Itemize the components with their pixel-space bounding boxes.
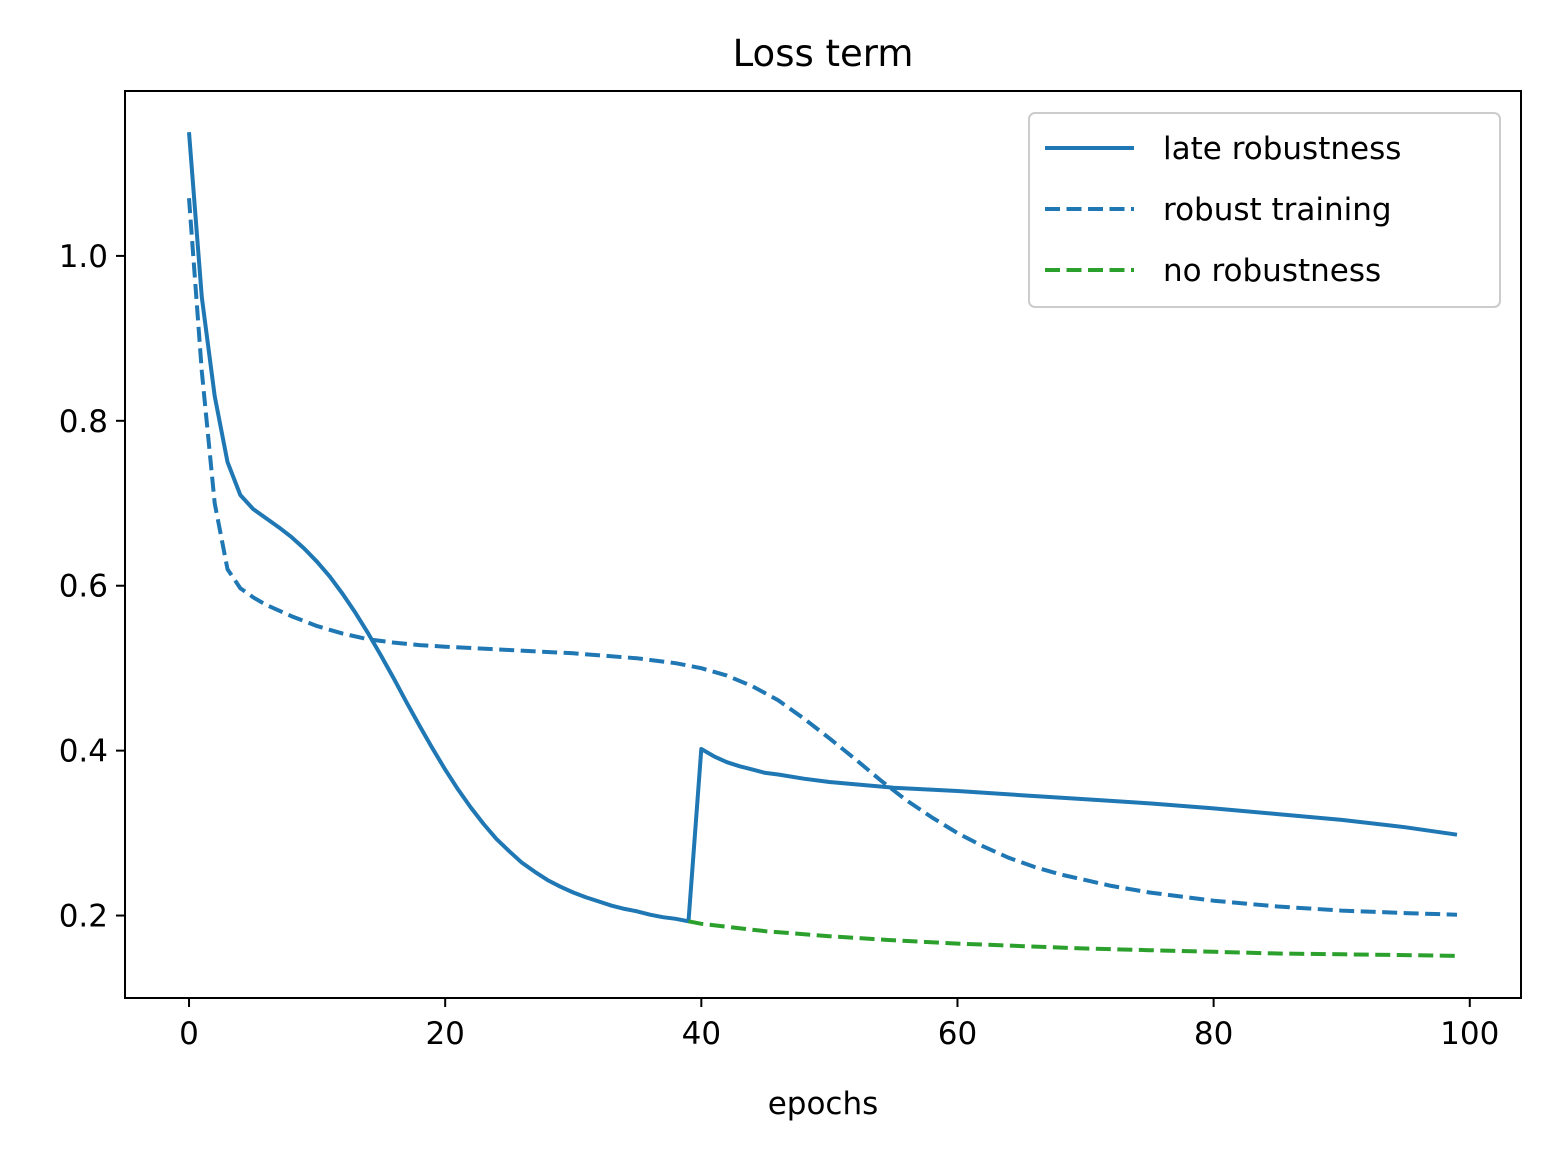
x-axis-label: epochs bbox=[768, 1086, 879, 1122]
y-tick-label: 0.6 bbox=[59, 569, 108, 605]
y-tick-label: 0.2 bbox=[59, 899, 108, 935]
axes-frame bbox=[124, 90, 1522, 999]
chart-title: Loss term bbox=[733, 32, 914, 75]
axis-ticks: 0 20 40 60 80 100 0.2 0.4 0.6 0.8 1.0 bbox=[59, 239, 1500, 1052]
series-line-robust-training bbox=[187, 198, 1458, 917]
y-tick-label: 0.8 bbox=[59, 404, 108, 440]
legend-box bbox=[1028, 112, 1501, 308]
y-tick-label: 0.4 bbox=[59, 734, 108, 770]
legend-label: no robustness bbox=[1163, 253, 1381, 289]
x-tick-label: 60 bbox=[938, 1016, 977, 1052]
series-line-no-robustness bbox=[688, 919, 1458, 958]
x-tick-label: 80 bbox=[1194, 1016, 1233, 1052]
plot-area bbox=[187, 132, 1458, 958]
legend-label: robust training bbox=[1163, 192, 1392, 228]
x-tick-label: 0 bbox=[179, 1016, 199, 1052]
y-tick-label: 1.0 bbox=[59, 239, 108, 275]
x-tick-label: 40 bbox=[682, 1016, 721, 1052]
series-line-late-robustness bbox=[187, 132, 1458, 924]
legend-label: late robustness bbox=[1163, 131, 1401, 167]
legend: late robustness robust training no robustn… bbox=[1028, 112, 1501, 308]
x-tick-label: 100 bbox=[1440, 1016, 1499, 1052]
x-tick-label: 20 bbox=[425, 1016, 464, 1052]
